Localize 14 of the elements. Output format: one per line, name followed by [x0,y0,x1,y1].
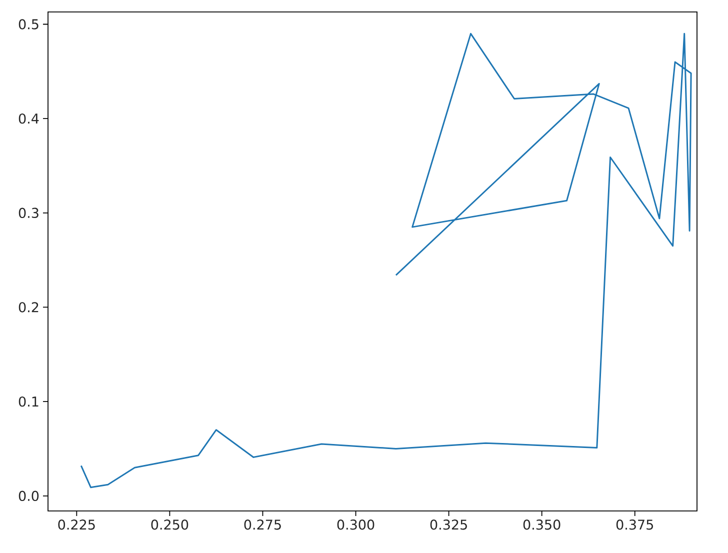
x-tick-label: 0.375 [616,520,653,530]
x-tick-label: 0.250 [151,520,188,530]
y-tick-label: 0.0 [18,490,39,501]
x-tick-label: 0.350 [523,520,560,530]
y-tick-label: 0.5 [18,19,38,30]
y-tick-label: 0.3 [18,208,38,218]
x-tick-label: 0.225 [58,520,95,530]
x-tick-label: 0.325 [430,520,467,530]
y-tick-label: 0.4 [18,113,39,124]
y-tick-label: 0.1 [18,396,38,407]
line-series [80,32,692,488]
x-tick-label: 0.275 [244,520,281,530]
x-tick-label: 0.300 [337,520,374,530]
y-tick-label: 0.2 [18,302,38,312]
